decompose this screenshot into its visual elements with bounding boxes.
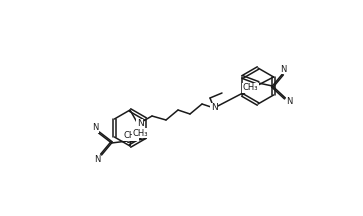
Text: CH₃: CH₃ [132, 129, 148, 138]
Text: CH₃: CH₃ [242, 84, 258, 92]
Text: N: N [280, 65, 287, 73]
Text: CH₃: CH₃ [123, 132, 139, 140]
Text: N: N [94, 156, 101, 165]
Text: N: N [211, 103, 217, 113]
Text: N: N [136, 119, 143, 129]
Text: N: N [93, 124, 99, 132]
Text: N: N [286, 97, 293, 106]
